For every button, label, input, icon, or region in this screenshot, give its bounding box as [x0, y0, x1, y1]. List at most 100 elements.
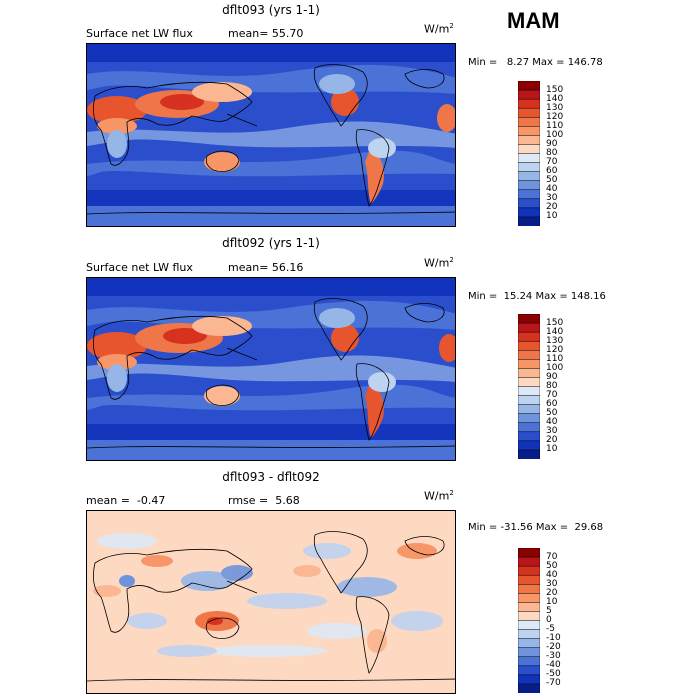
colorbar-box [518, 665, 540, 676]
colorbar-tick-label: 20 [546, 587, 558, 598]
colorbar-box [518, 107, 540, 118]
season-label: MAM [507, 8, 560, 33]
colorbar-tick-label: 120 [546, 111, 564, 122]
colorbar-box [518, 322, 540, 333]
panel1-mean-label: mean= 55.70 [228, 27, 304, 40]
panel3-map [86, 510, 456, 694]
colorbar-tick-label: 100 [546, 362, 564, 373]
colorbar-box [518, 216, 540, 226]
colorbar-box [518, 574, 540, 585]
colorbar-tick-label: 120 [546, 344, 564, 355]
panel1-field-label: Surface net LW flux [86, 27, 193, 40]
colorbar-tick-label: 40 [546, 417, 558, 428]
colorbar-tick-label: -30 [546, 651, 561, 662]
colorbar-tick-label: 70 [546, 551, 558, 562]
colorbar-box [518, 395, 540, 406]
colorbar-tick-label: 60 [546, 399, 558, 410]
colorbar-tick-label: 150 [546, 317, 564, 328]
colorbar-box [518, 126, 540, 136]
colorbar-box [518, 565, 540, 576]
colorbar-box [518, 81, 540, 91]
colorbar-tick-label: 50 [546, 408, 558, 419]
colorbar-tick-label: 80 [546, 381, 558, 391]
panel3-minmax: Min = -31.56 Max = 29.68 [468, 522, 604, 533]
colorbar-tick-label: 110 [546, 353, 564, 364]
colorbar-box [518, 144, 540, 155]
colorbar-box [518, 162, 540, 173]
colorbar-tick-label: 60 [546, 166, 558, 177]
colorbar-box [518, 359, 540, 369]
colorbar-box [518, 89, 540, 100]
panel3-mean-label: mean = -0.47 [86, 494, 166, 507]
panel2-title: dflt092 (yrs 1-1) [222, 236, 320, 250]
panel2-field-label: Surface net LW flux [86, 261, 193, 274]
colorbar-tick-label: -10 [546, 633, 561, 644]
colorbar-box [518, 556, 540, 567]
colorbar-tick-label: -50 [546, 669, 561, 680]
colorbar-tick-label: 10 [546, 596, 558, 607]
colorbar-tick-label: 0 [546, 615, 552, 625]
panel1-minmax: Min = 8.27 Max = 146.78 [468, 57, 603, 68]
colorbar-box [518, 413, 540, 424]
colorbar-box [518, 683, 540, 693]
colorbar-tick-label: 50 [546, 560, 558, 571]
colorbar-tick-label: 90 [546, 138, 558, 149]
colorbar-box [518, 404, 540, 415]
panel1-units: W/m2 [424, 22, 454, 36]
colorbar-tick-label: -70 [546, 678, 561, 689]
colorbar-box [518, 377, 540, 388]
colorbar-box [518, 602, 540, 612]
colorbar-box [518, 611, 540, 622]
colorbar-tick-label: 110 [546, 120, 564, 131]
colorbar-tick-label: 70 [546, 390, 558, 401]
colorbar-tick-label: 150 [546, 84, 564, 95]
colorbar-tick-label: 5 [546, 605, 552, 616]
colorbar-box [518, 431, 540, 442]
colorbar-box [518, 449, 540, 459]
panel3-title: dflt093 - dflt092 [222, 470, 320, 484]
colorbar-tick-label: 140 [546, 93, 564, 104]
colorbar-box [518, 620, 540, 631]
panel2-colorbar [518, 314, 540, 459]
colorbar-tick-label: 80 [546, 148, 558, 158]
colorbar-tick-label: 90 [546, 371, 558, 382]
colorbar-tick-label: 70 [546, 157, 558, 168]
colorbar-tick-label: 20 [546, 435, 558, 446]
colorbar-box [518, 440, 540, 451]
colorbar-box [518, 207, 540, 218]
panel2-minmax: Min = 15.24 Max = 148.16 [468, 291, 606, 302]
colorbar-box [518, 135, 540, 145]
colorbar-box [518, 189, 540, 200]
panel2-map [86, 277, 456, 461]
colorbar-tick-label: 50 [546, 175, 558, 186]
panel2-mean-value: 56.16 [271, 261, 304, 274]
colorbar-box [518, 331, 540, 342]
panel2-mean-label: mean= 56.16 [228, 261, 304, 274]
panel1-colorbar [518, 81, 540, 226]
colorbar-tick-label: 40 [546, 569, 558, 580]
colorbar-box [518, 153, 540, 164]
colorbar-tick-label: 40 [546, 184, 558, 195]
colorbar-tick-label: 30 [546, 193, 558, 204]
colorbar-tick-label: -40 [546, 660, 561, 671]
panel1-map [86, 43, 456, 227]
colorbar-tick-label: 130 [546, 335, 564, 346]
colorbar-box [518, 647, 540, 658]
colorbar-box [518, 629, 540, 640]
colorbar-box [518, 584, 540, 594]
colorbar-tick-label: 30 [546, 426, 558, 437]
colorbar-box [518, 180, 540, 191]
panel3-colorbar [518, 548, 540, 693]
colorbar-box [518, 638, 540, 649]
panel3-units: W/m2 [424, 489, 454, 503]
colorbar-box [518, 198, 540, 209]
colorbar-box [518, 171, 540, 182]
colorbar-tick-label: 10 [546, 444, 558, 455]
colorbar-tick-label: 10 [546, 211, 558, 222]
colorbar-box [518, 593, 540, 603]
colorbar-tick-label: -5 [546, 624, 555, 635]
colorbar-box [518, 117, 540, 127]
panel3-rmse-value: 5.68 [275, 494, 300, 507]
colorbar-box [518, 314, 540, 324]
colorbar-tick-label: 20 [546, 202, 558, 213]
